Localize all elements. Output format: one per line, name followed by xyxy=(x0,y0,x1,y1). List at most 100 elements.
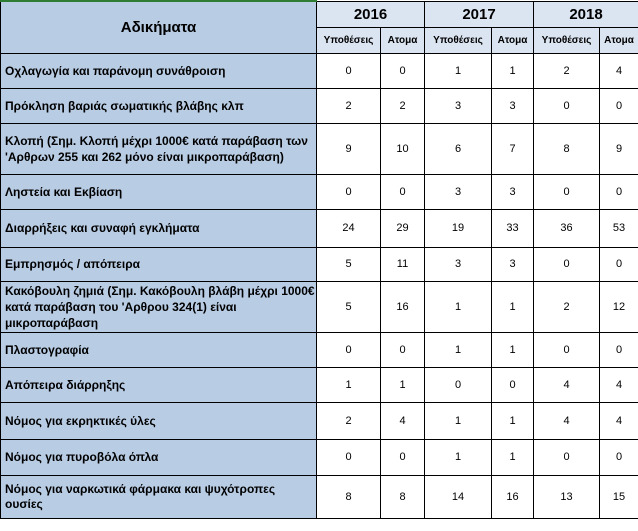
value-cell: 0 xyxy=(533,246,600,282)
value-cell: 11 xyxy=(380,246,425,282)
subheader-cases: Υποθέσεις xyxy=(316,26,381,54)
offense-label: Κακόβουλη ζημιά (Σημ. Κακόβουλη βλάβη μέ… xyxy=(0,280,317,333)
value-cell: 0 xyxy=(533,173,600,210)
value-cell: 10 xyxy=(380,122,425,175)
offense-label: Οχλαγωγία και παράνομη συνάθροιση xyxy=(0,52,317,89)
offense-label: Πρόκληση βαριάς σωματικής βλάβης κλπ xyxy=(0,87,317,124)
value-cell: 1 xyxy=(491,331,534,368)
value-cell: 8 xyxy=(380,474,425,519)
value-cell: 5 xyxy=(316,280,381,333)
value-cell: 16 xyxy=(380,280,425,333)
offenses-header: Αδικήματα xyxy=(0,0,317,54)
value-cell: 2 xyxy=(533,52,600,89)
value-cell: 13 xyxy=(533,474,600,519)
value-cell: 1 xyxy=(380,366,425,403)
value-cell: 1 xyxy=(424,401,492,440)
year-header-2016: 2016 xyxy=(316,0,425,28)
value-cell: 0 xyxy=(599,438,638,476)
value-cell: 0 xyxy=(533,438,600,476)
value-cell: 53 xyxy=(599,208,638,248)
value-cell: 4 xyxy=(533,401,600,440)
value-cell: 1 xyxy=(491,401,534,440)
year-header-2018: 2018 xyxy=(533,0,638,28)
offense-label: Εμπρησμός / απόπειρα xyxy=(0,246,317,282)
value-cell: 4 xyxy=(380,401,425,440)
table-row: Νόμος για εκρηκτικές ύλες 2 4 1 1 4 4 xyxy=(0,401,638,440)
offenses-table: Αδικήματα 2016 2017 2018 Υποθέσεις Ατομα… xyxy=(0,0,638,519)
value-cell: 5 xyxy=(316,246,381,282)
table-row: Πρόκληση βαριάς σωματικής βλάβης κλπ 2 2… xyxy=(0,87,638,124)
value-cell: 36 xyxy=(533,208,600,248)
value-cell: 1 xyxy=(491,52,534,89)
offense-label: Νόμος για ναρκωτικά φάρμακα και ψυχότροπ… xyxy=(0,474,317,519)
value-cell: 8 xyxy=(316,474,381,519)
subheader-persons: Ατομα xyxy=(491,26,534,54)
table-row: Κακόβουλη ζημιά (Σημ. Κακόβουλη βλάβη μέ… xyxy=(0,280,638,333)
value-cell: 0 xyxy=(533,331,600,368)
value-cell: 29 xyxy=(380,208,425,248)
table-row: Απόπειρα διάρρηξης 1 1 0 0 4 4 xyxy=(0,366,638,403)
value-cell: 0 xyxy=(491,366,534,403)
value-cell: 0 xyxy=(316,173,381,210)
value-cell: 9 xyxy=(316,122,381,175)
table-row: Εμπρησμός / απόπειρα 5 11 3 3 0 0 xyxy=(0,246,638,282)
value-cell: 0 xyxy=(380,52,425,89)
value-cell: 0 xyxy=(599,173,638,210)
table-row: Διαρρήξεις και συναφή εγκλήματα 24 29 19… xyxy=(0,208,638,248)
value-cell: 16 xyxy=(491,474,534,519)
value-cell: 12 xyxy=(599,280,638,333)
value-cell: 1 xyxy=(424,52,492,89)
table-row: Νόμος για ναρκωτικά φάρμακα και ψυχότροπ… xyxy=(0,474,638,519)
offense-label: Νόμος για πυροβόλα όπλα xyxy=(0,438,317,476)
offense-label: Πλαστογραφία xyxy=(0,331,317,368)
value-cell: 1 xyxy=(424,280,492,333)
value-cell: 6 xyxy=(424,122,492,175)
value-cell: 0 xyxy=(380,173,425,210)
subheader-cases: Υποθέσεις xyxy=(533,26,600,54)
value-cell: 1 xyxy=(491,438,534,476)
value-cell: 15 xyxy=(599,474,638,519)
value-cell: 2 xyxy=(380,87,425,124)
table-row: Νόμος για πυροβόλα όπλα 0 0 1 1 0 0 xyxy=(0,438,638,476)
value-cell: 1 xyxy=(424,438,492,476)
value-cell: 3 xyxy=(491,246,534,282)
value-cell: 4 xyxy=(599,52,638,89)
value-cell: 2 xyxy=(316,87,381,124)
value-cell: 2 xyxy=(316,401,381,440)
offense-label: Ληστεία και Εκβίαση xyxy=(0,173,317,210)
value-cell: 14 xyxy=(424,474,492,519)
value-cell: 3 xyxy=(424,87,492,124)
value-cell: 0 xyxy=(316,331,381,368)
table-row: Πλαστογραφία 0 0 1 1 0 0 xyxy=(0,331,638,368)
value-cell: 3 xyxy=(424,246,492,282)
offense-label: Νόμος για εκρηκτικές ύλες xyxy=(0,401,317,440)
value-cell: 3 xyxy=(491,173,534,210)
value-cell: 0 xyxy=(316,438,381,476)
value-cell: 19 xyxy=(424,208,492,248)
table-row: Οχλαγωγία και παράνομη συνάθροιση 0 0 1 … xyxy=(0,52,638,89)
value-cell: 7 xyxy=(491,122,534,175)
value-cell: 0 xyxy=(533,87,600,124)
value-cell: 33 xyxy=(491,208,534,248)
value-cell: 2 xyxy=(533,280,600,333)
table-row: Κλοπή (Σημ. Κλοπή μέχρι 1000€ κατά παράβ… xyxy=(0,122,638,175)
value-cell: 0 xyxy=(380,438,425,476)
value-cell: 4 xyxy=(599,366,638,403)
value-cell: 0 xyxy=(599,246,638,282)
subheader-persons: Ατομα xyxy=(380,26,425,54)
subheader-persons: Ατομα xyxy=(599,26,638,54)
value-cell: 0 xyxy=(599,87,638,124)
value-cell: 3 xyxy=(424,173,492,210)
value-cell: 8 xyxy=(533,122,600,175)
offense-label: Κλοπή (Σημ. Κλοπή μέχρι 1000€ κατά παράβ… xyxy=(0,122,317,175)
value-cell: 4 xyxy=(533,366,600,403)
value-cell: 0 xyxy=(599,331,638,368)
table-row: Ληστεία και Εκβίαση 0 0 3 3 0 0 xyxy=(0,173,638,210)
subheader-cases: Υποθέσεις xyxy=(424,26,492,54)
value-cell: 1 xyxy=(424,331,492,368)
offense-label: Απόπειρα διάρρηξης xyxy=(0,366,317,403)
value-cell: 0 xyxy=(424,366,492,403)
year-header-2017: 2017 xyxy=(424,0,534,28)
value-cell: 3 xyxy=(491,87,534,124)
value-cell: 4 xyxy=(599,401,638,440)
